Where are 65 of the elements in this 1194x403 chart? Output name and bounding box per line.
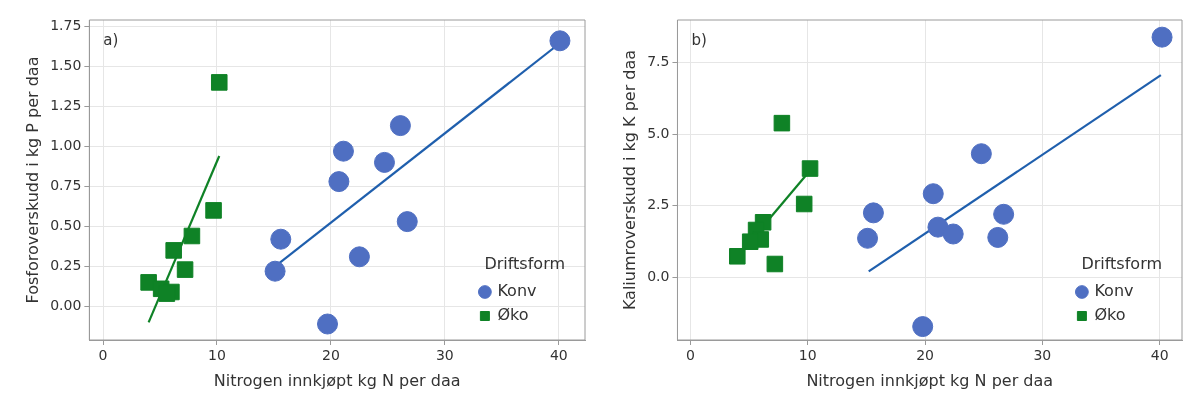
point bbox=[942, 223, 964, 245]
point bbox=[993, 203, 1015, 225]
x-tick-label: 10 bbox=[798, 347, 817, 364]
x-axis-title: Nitrogen innkjøpt kg N per daa bbox=[213, 370, 461, 390]
point bbox=[857, 227, 879, 249]
point bbox=[1151, 26, 1173, 48]
point bbox=[912, 316, 934, 338]
point bbox=[328, 171, 350, 193]
annotation: b) bbox=[691, 31, 707, 50]
point bbox=[795, 195, 813, 213]
point bbox=[389, 115, 411, 137]
annotation: a) bbox=[103, 31, 119, 50]
point bbox=[183, 227, 201, 245]
x-tick-label: 40 bbox=[1150, 347, 1169, 364]
point bbox=[165, 242, 182, 259]
y-tick-label: 1.25 bbox=[50, 97, 82, 114]
point bbox=[176, 261, 194, 278]
y-axis-title: Kaliumroverskudd i kg K per daa bbox=[619, 49, 639, 311]
legend-label: Konv bbox=[1094, 281, 1134, 301]
point bbox=[396, 211, 418, 233]
x-tick-label: 40 bbox=[549, 347, 568, 364]
y-tick-label: 0.50 bbox=[50, 217, 82, 234]
y-tick-label: 5.0 bbox=[647, 124, 670, 141]
y-tick-label: 1.75 bbox=[50, 17, 82, 34]
x-tick-label: 30 bbox=[1033, 347, 1052, 364]
point bbox=[970, 143, 992, 165]
x-axis-title: Nitrogen innkjøpt kg N per daa bbox=[806, 370, 1054, 390]
legend-label: Øko bbox=[1094, 305, 1126, 325]
legend-title: Driftsform bbox=[484, 253, 565, 273]
point bbox=[922, 183, 944, 205]
point bbox=[927, 216, 949, 238]
y-tick-label: 7.5 bbox=[647, 53, 670, 70]
point bbox=[264, 260, 286, 282]
y-tick-label: 2.5 bbox=[647, 196, 670, 213]
point bbox=[205, 202, 222, 219]
legend-title: Driftsform bbox=[1081, 253, 1162, 273]
point bbox=[766, 255, 784, 273]
y-tick-label: 1.00 bbox=[50, 137, 82, 154]
point bbox=[801, 160, 819, 177]
point bbox=[373, 151, 395, 173]
point bbox=[270, 228, 292, 250]
point bbox=[773, 114, 791, 132]
legend-label: Øko bbox=[497, 305, 529, 325]
x-tick-label: 10 bbox=[208, 347, 226, 364]
x-tick-label: 20 bbox=[916, 347, 934, 364]
y-tick-label: 0.0 bbox=[647, 267, 670, 284]
y-tick-label: 0.00 bbox=[50, 297, 82, 314]
y-axis-title: Fosforoverskudd i kg P per daa bbox=[22, 56, 42, 304]
point bbox=[317, 313, 338, 335]
point bbox=[741, 233, 759, 250]
point bbox=[332, 140, 354, 162]
y-tick-label: 0.75 bbox=[50, 177, 82, 194]
point bbox=[210, 74, 228, 91]
y-tick-label: 1.50 bbox=[50, 57, 82, 74]
point bbox=[987, 226, 1009, 248]
point bbox=[549, 30, 571, 52]
y-tick-label: 0.25 bbox=[50, 257, 82, 274]
x-tick-label: 0 bbox=[98, 347, 108, 364]
legend-label: Konv bbox=[497, 281, 537, 301]
x-tick-label: 30 bbox=[435, 347, 454, 364]
point bbox=[862, 202, 884, 224]
x-tick-label: 0 bbox=[685, 347, 695, 364]
x-tick-label: 20 bbox=[322, 347, 340, 364]
point bbox=[729, 248, 746, 265]
point bbox=[348, 246, 370, 268]
